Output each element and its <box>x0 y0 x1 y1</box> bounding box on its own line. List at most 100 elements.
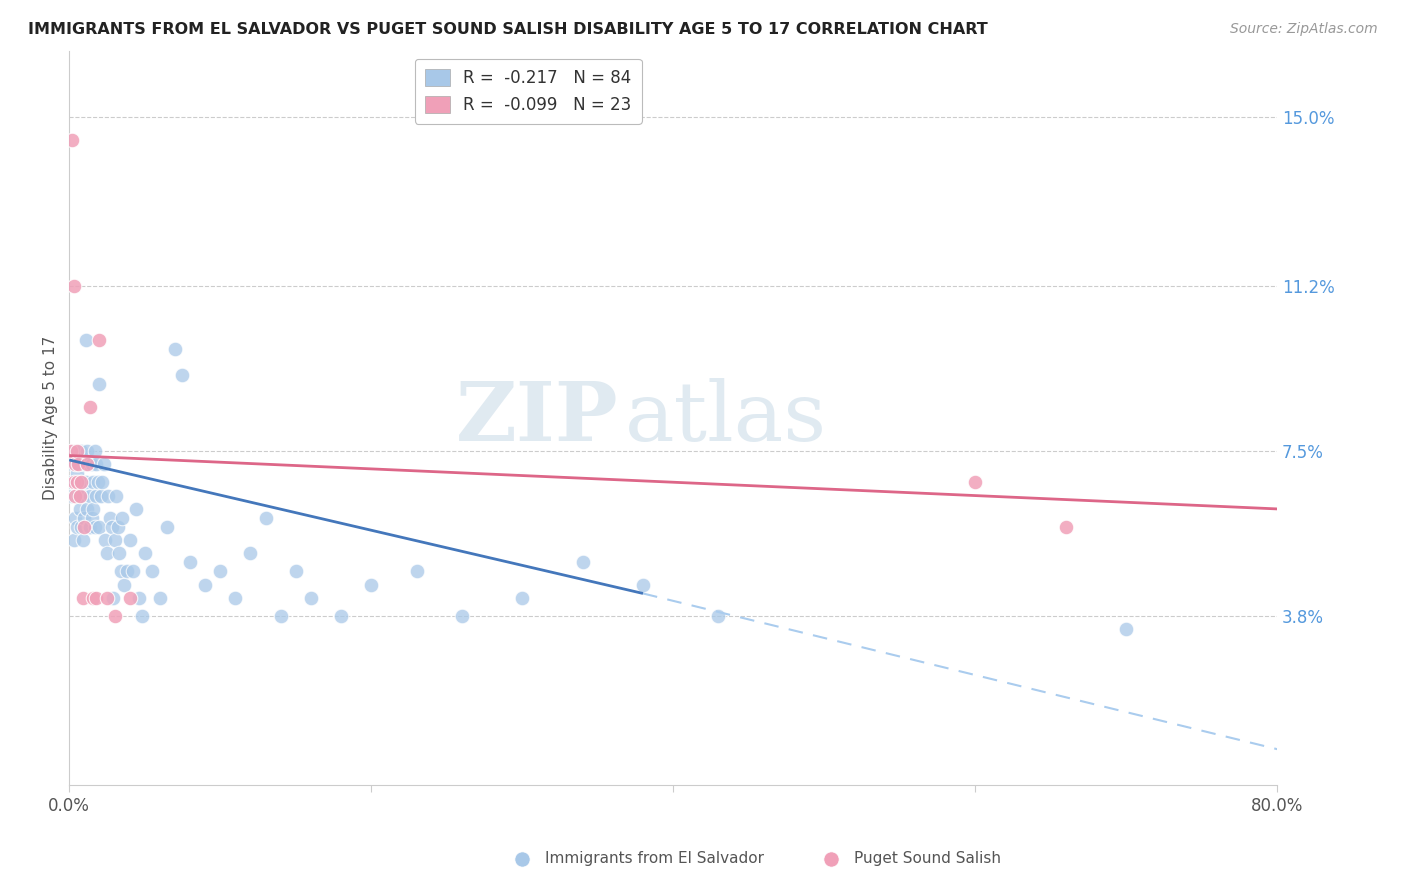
Point <box>72 533 94 547</box>
Point <box>82 591 104 605</box>
Point <box>76 444 98 458</box>
Point <box>86 489 108 503</box>
Point <box>77 519 100 533</box>
Point <box>75 475 97 490</box>
Point <box>91 475 114 490</box>
Point <box>149 591 172 605</box>
Point <box>194 577 217 591</box>
Point <box>89 333 111 347</box>
Point <box>59 475 82 490</box>
Point <box>79 519 101 533</box>
Point <box>118 533 141 547</box>
Point <box>89 377 111 392</box>
Point <box>73 519 96 533</box>
Point <box>66 475 89 490</box>
Point <box>100 519 122 533</box>
Point <box>69 489 91 503</box>
Point <box>96 546 118 560</box>
Text: Source: ZipAtlas.com: Source: ZipAtlas.com <box>1230 22 1378 37</box>
Point <box>239 546 262 560</box>
Point <box>83 519 105 533</box>
Point <box>60 458 83 472</box>
Point <box>299 591 322 605</box>
Point <box>77 458 100 472</box>
Point <box>98 511 121 525</box>
Point <box>79 489 101 503</box>
Point <box>69 475 91 490</box>
Point <box>110 564 132 578</box>
Point <box>70 519 93 533</box>
Point <box>83 444 105 458</box>
Point <box>450 608 472 623</box>
Point <box>965 475 987 490</box>
Point <box>103 533 125 547</box>
Point <box>67 458 90 472</box>
Point <box>70 475 93 490</box>
Point <box>112 577 135 591</box>
Text: Immigrants from El Salvador: Immigrants from El Salvador <box>546 851 763 866</box>
Point <box>65 475 87 490</box>
Point <box>60 489 83 503</box>
Point <box>172 368 194 383</box>
Point <box>270 608 292 623</box>
Point <box>86 458 108 472</box>
Point <box>163 342 186 356</box>
Point <box>80 458 103 472</box>
Point <box>62 444 84 458</box>
Point <box>73 458 96 472</box>
Point <box>67 489 90 503</box>
Point <box>1054 519 1077 533</box>
Point <box>69 502 91 516</box>
Point <box>65 458 87 472</box>
Point <box>510 851 533 865</box>
Point <box>59 444 82 458</box>
Point <box>80 511 103 525</box>
Point <box>330 608 353 623</box>
Point <box>60 133 83 147</box>
Point <box>62 475 84 490</box>
Point <box>62 279 84 293</box>
Point <box>254 511 277 525</box>
Point <box>72 489 94 503</box>
Point <box>73 511 96 525</box>
Point <box>105 489 128 503</box>
Point <box>405 564 427 578</box>
Legend: R =  -0.217   N = 84, R =  -0.099   N = 23: R = -0.217 N = 84, R = -0.099 N = 23 <box>415 59 641 124</box>
Point <box>121 564 143 578</box>
Point <box>76 502 98 516</box>
Point <box>82 502 104 516</box>
Point <box>66 444 89 458</box>
Point <box>124 502 146 516</box>
Y-axis label: Disability Age 5 to 17: Disability Age 5 to 17 <box>44 335 58 500</box>
Point <box>141 564 163 578</box>
Point <box>820 851 842 865</box>
Point <box>707 608 730 623</box>
Point <box>62 533 84 547</box>
Point <box>224 591 246 605</box>
Point <box>284 564 307 578</box>
Point <box>70 444 93 458</box>
Point <box>360 577 382 591</box>
Point <box>86 591 108 605</box>
Point <box>72 591 94 605</box>
Point <box>131 608 153 623</box>
Point <box>107 519 129 533</box>
Point <box>90 489 112 503</box>
Point <box>93 458 115 472</box>
Point <box>101 591 124 605</box>
Point <box>76 458 98 472</box>
Point <box>75 333 97 347</box>
Point <box>94 533 117 547</box>
Point <box>1115 622 1137 636</box>
Point <box>108 546 131 560</box>
Point <box>115 564 138 578</box>
Point <box>134 546 156 560</box>
Text: Puget Sound Salish: Puget Sound Salish <box>855 851 1001 866</box>
Point <box>66 519 89 533</box>
Point <box>65 511 87 525</box>
Point <box>103 608 125 623</box>
Point <box>179 555 201 569</box>
Point <box>89 519 111 533</box>
Point <box>111 511 134 525</box>
Point <box>96 591 118 605</box>
